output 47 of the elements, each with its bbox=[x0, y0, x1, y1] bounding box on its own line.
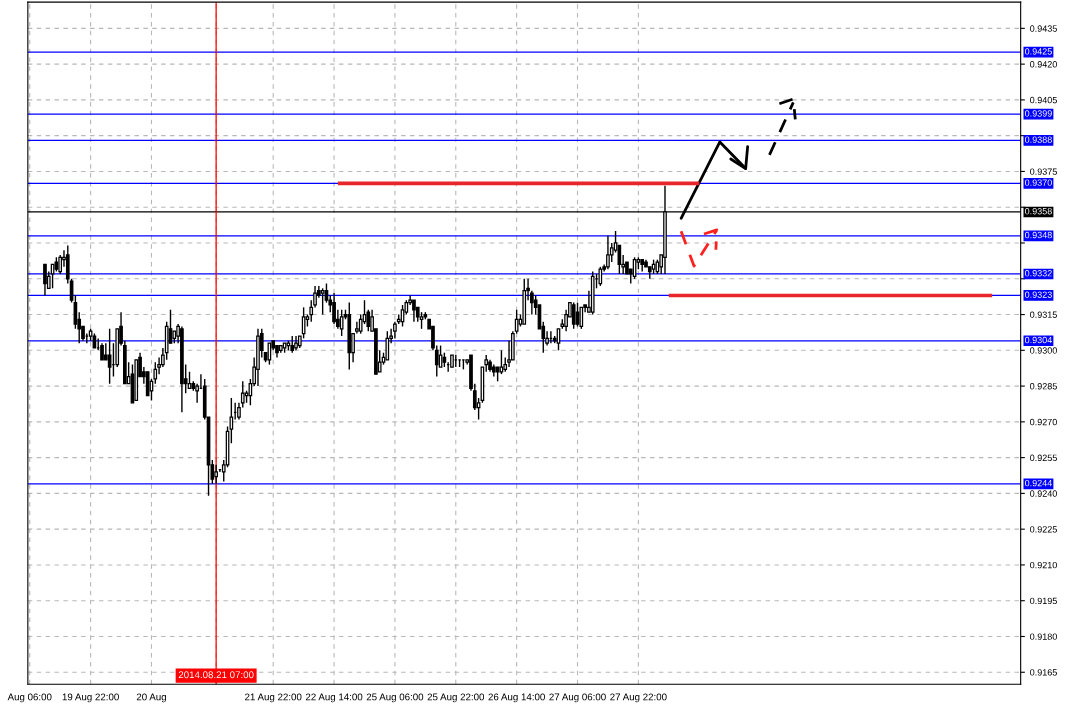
candlestick bbox=[332, 292, 336, 325]
candlestick bbox=[43, 263, 47, 297]
y-tick-label: 0.9180 bbox=[1030, 633, 1057, 640]
x-tick-label: Aug 06:00 bbox=[7, 693, 52, 703]
ref-line-label: 0.9332 bbox=[1024, 270, 1052, 277]
y-tick-label: 0.9270 bbox=[1030, 418, 1057, 426]
ref-line-label: 0.9358 bbox=[1024, 208, 1052, 215]
x-tick-label: 25 Aug 06:00 bbox=[366, 693, 424, 703]
x-tick-label: 22 Aug 14:00 bbox=[305, 693, 363, 703]
candlestick bbox=[58, 254, 63, 275]
x-tick-label: 19 Aug 22:00 bbox=[62, 693, 119, 703]
candlestick bbox=[598, 266, 603, 287]
candlestick bbox=[65, 244, 70, 285]
y-tick-label: 0.9300 bbox=[1030, 347, 1057, 354]
candlestick bbox=[606, 235, 610, 270]
candlestick bbox=[145, 371, 150, 397]
x-tick-label: 25 Aug 22:00 bbox=[427, 693, 485, 703]
y-tick-label: 0.9420 bbox=[1030, 61, 1057, 68]
ref-line-label: 0.9244 bbox=[1024, 479, 1052, 487]
ref-line-label: 0.9304 bbox=[1024, 336, 1052, 344]
x-tick-label: 26 Aug 14:00 bbox=[488, 693, 545, 703]
y-tick-label: 0.9285 bbox=[1030, 383, 1057, 390]
y-tick-label: 0.9240 bbox=[1030, 490, 1057, 497]
x-tick-label: 21 Aug 22:00 bbox=[245, 693, 302, 703]
ref-line-label: 0.9348 bbox=[1024, 231, 1052, 239]
candlestick bbox=[412, 299, 416, 323]
ref-line-label: 0.9370 bbox=[1024, 179, 1052, 186]
y-tick-label: 0.9435 bbox=[1030, 25, 1057, 32]
ref-line-label: 0.9425 bbox=[1024, 48, 1052, 55]
candlestick bbox=[385, 330, 390, 361]
x-tick-label: 27 Aug 06:00 bbox=[549, 693, 606, 703]
x-tick-label: 27 Aug 22:00 bbox=[610, 693, 667, 703]
y-tick-label: 0.9405 bbox=[1030, 96, 1057, 104]
y-tick-label: 0.9225 bbox=[1030, 526, 1057, 533]
y-tick-label: 0.9375 bbox=[1030, 168, 1057, 175]
candlestick bbox=[339, 309, 344, 337]
ref-line-label: 0.9388 bbox=[1024, 136, 1052, 143]
y-tick-label: 0.9255 bbox=[1030, 454, 1057, 461]
ref-line-label: 0.9399 bbox=[1024, 110, 1052, 117]
y-tick-label: 0.9195 bbox=[1030, 597, 1057, 605]
y-tick-label: 0.9315 bbox=[1030, 311, 1057, 318]
y-tick-label: 0.9165 bbox=[1030, 669, 1057, 676]
x-tick-label: 20 Aug bbox=[136, 693, 166, 703]
x-tick-label: 2014.08.21 07:00 bbox=[178, 671, 254, 679]
candlestick bbox=[214, 464, 218, 485]
ref-line-label: 0.9323 bbox=[1024, 291, 1052, 298]
y-tick-label: 0.9210 bbox=[1030, 561, 1057, 569]
